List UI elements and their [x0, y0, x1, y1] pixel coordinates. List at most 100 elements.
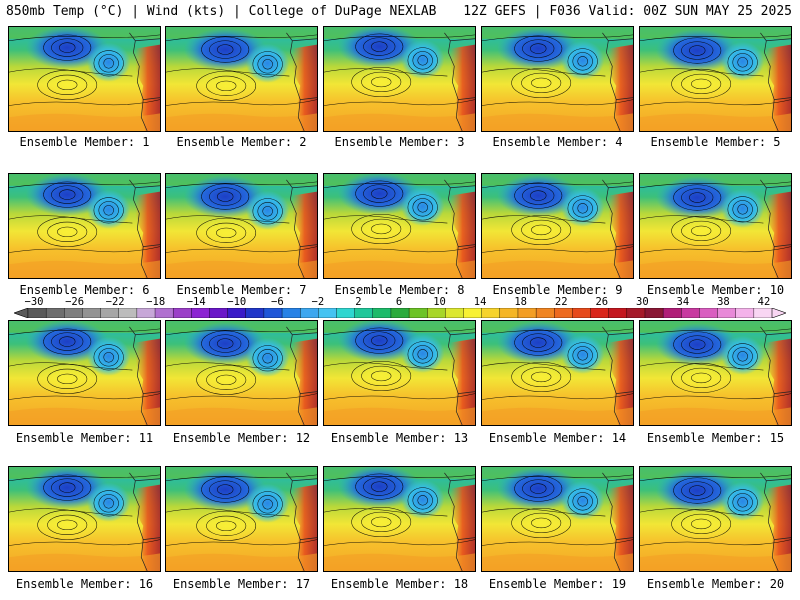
member-label: Ensemble Member: — [15, 577, 139, 591]
colorbar-swatch — [735, 308, 755, 318]
member-number: 5 — [773, 135, 781, 149]
model-run-valid-time: 12Z GEFS | F036 Valid: 00Z SUN MAY 25 20… — [463, 4, 792, 19]
ensemble-member-caption: Ensemble Member: 2 — [163, 135, 320, 149]
colorbar-swatch — [318, 308, 337, 318]
member-label: Ensemble Member: — [334, 135, 458, 149]
colorbar-tick-label: 2 — [355, 296, 362, 308]
map-title: 850mb Temp (°C) | Wind (kts) | College o… — [6, 4, 437, 19]
member-number: 8 — [457, 283, 465, 297]
colorbar-swatch — [336, 308, 356, 318]
member-number: 2 — [299, 135, 307, 149]
member-number: 3 — [457, 135, 465, 149]
colorbar-swatch — [408, 308, 428, 318]
colorbar-tick-label: −18 — [146, 296, 166, 308]
member-number: 10 — [769, 283, 785, 297]
ensemble-member-caption: Ensemble Member: 5 — [637, 135, 794, 149]
colorbar-swatch — [64, 308, 83, 318]
ensemble-member-caption: Ensemble Member: 16 — [6, 577, 163, 591]
colorbar-swatch — [463, 308, 483, 318]
ensemble-member-caption: Ensemble Member: 4 — [479, 135, 636, 149]
member-label: Ensemble Member: — [488, 431, 612, 445]
ensemble-member-caption: Ensemble Member: 13 — [321, 431, 478, 445]
ensemble-member-caption: Ensemble Member: 15 — [637, 431, 794, 445]
colorbar-swatch — [372, 308, 392, 318]
member-number: 4 — [615, 135, 623, 149]
member-label: Ensemble Member: — [15, 431, 139, 445]
ensemble-member-caption: Ensemble Member: 17 — [163, 577, 320, 591]
colorbar-tick-label: −6 — [271, 296, 284, 308]
colorbar-swatch — [644, 308, 664, 318]
ensemble-member-map — [165, 26, 318, 132]
temperature-colorbar — [14, 308, 786, 318]
member-number: 14 — [611, 431, 627, 445]
colorbar-tick-label: 18 — [514, 296, 527, 308]
ensemble-member-caption: Ensemble Member: 8 — [321, 283, 478, 297]
colorbar-swatch — [681, 308, 700, 318]
colorbar-swatch — [154, 308, 174, 318]
member-label: Ensemble Member: — [646, 431, 770, 445]
member-label: Ensemble Member: — [19, 135, 143, 149]
colorbar-swatch — [554, 308, 573, 318]
ensemble-member-caption: Ensemble Member: 6 — [6, 283, 163, 297]
colorbar-swatch — [390, 308, 410, 318]
ensemble-member-caption: Ensemble Member: 10 — [637, 283, 794, 297]
colorbar-tick-label: −14 — [186, 296, 206, 308]
colorbar-swatch — [191, 308, 210, 318]
ensemble-member-map — [8, 466, 161, 572]
ensemble-member-map — [323, 26, 476, 132]
member-label: Ensemble Member: — [334, 283, 458, 297]
colorbar-swatch — [662, 308, 682, 318]
colorbar-swatch — [118, 308, 138, 318]
ensemble-member-map — [165, 173, 318, 279]
ensemble-member-map — [165, 466, 318, 572]
colorbar-swatch — [354, 308, 374, 318]
member-label: Ensemble Member: — [330, 431, 454, 445]
colorbar-swatch — [445, 308, 465, 318]
ensemble-member-map — [481, 320, 634, 426]
colorbar-tick-label: 30 — [636, 296, 649, 308]
colorbar-swatch — [517, 308, 537, 318]
colorbar-swatch — [626, 308, 646, 318]
ensemble-member-map — [639, 26, 792, 132]
ensemble-member-map — [8, 320, 161, 426]
colorbar-swatch — [227, 308, 247, 318]
member-label: Ensemble Member: — [172, 577, 296, 591]
colorbar-min-arrow — [14, 308, 29, 318]
member-label: Ensemble Member: — [646, 283, 770, 297]
ensemble-member-map — [639, 320, 792, 426]
colorbar-swatch — [82, 308, 102, 318]
ensemble-member-caption: Ensemble Member: 19 — [479, 577, 636, 591]
member-label: Ensemble Member: — [488, 577, 612, 591]
colorbar-tick-label: 6 — [395, 296, 403, 308]
ensemble-member-caption: Ensemble Member: 7 — [163, 283, 320, 297]
colorbar-swatch — [263, 308, 283, 318]
colorbar-swatch — [535, 308, 555, 318]
member-number: 19 — [611, 577, 627, 591]
colorbar-swatch — [699, 308, 719, 318]
ensemble-member-caption: Ensemble Member: 11 — [6, 431, 163, 445]
member-number: 17 — [295, 577, 311, 591]
member-label: Ensemble Member: — [330, 577, 454, 591]
colorbar-swatch — [136, 308, 156, 318]
colorbar-swatch — [281, 308, 301, 318]
colorbar-swatch — [172, 308, 192, 318]
ensemble-member-map — [323, 466, 476, 572]
colorbar-tick-label: −30 — [24, 296, 44, 308]
colorbar-swatch — [608, 308, 628, 318]
colorbar-tick-label: 34 — [676, 296, 690, 308]
ensemble-member-caption: Ensemble Member: 20 — [637, 577, 794, 591]
colorbar-swatch — [717, 308, 737, 318]
colorbar-swatch — [499, 308, 519, 318]
member-label: Ensemble Member: — [19, 283, 143, 297]
ensemble-member-map — [323, 320, 476, 426]
colorbar-swatch — [572, 308, 592, 318]
ensemble-member-map — [323, 173, 476, 279]
ensemble-member-map — [481, 466, 634, 572]
ensemble-member-caption: Ensemble Member: 18 — [321, 577, 478, 591]
member-number: 6 — [142, 283, 150, 297]
member-number: 13 — [453, 431, 469, 445]
ensemble-member-caption: Ensemble Member: 1 — [6, 135, 163, 149]
colorbar-swatch — [27, 308, 47, 318]
member-label: Ensemble Member: — [646, 577, 770, 591]
ensemble-member-map — [639, 466, 792, 572]
